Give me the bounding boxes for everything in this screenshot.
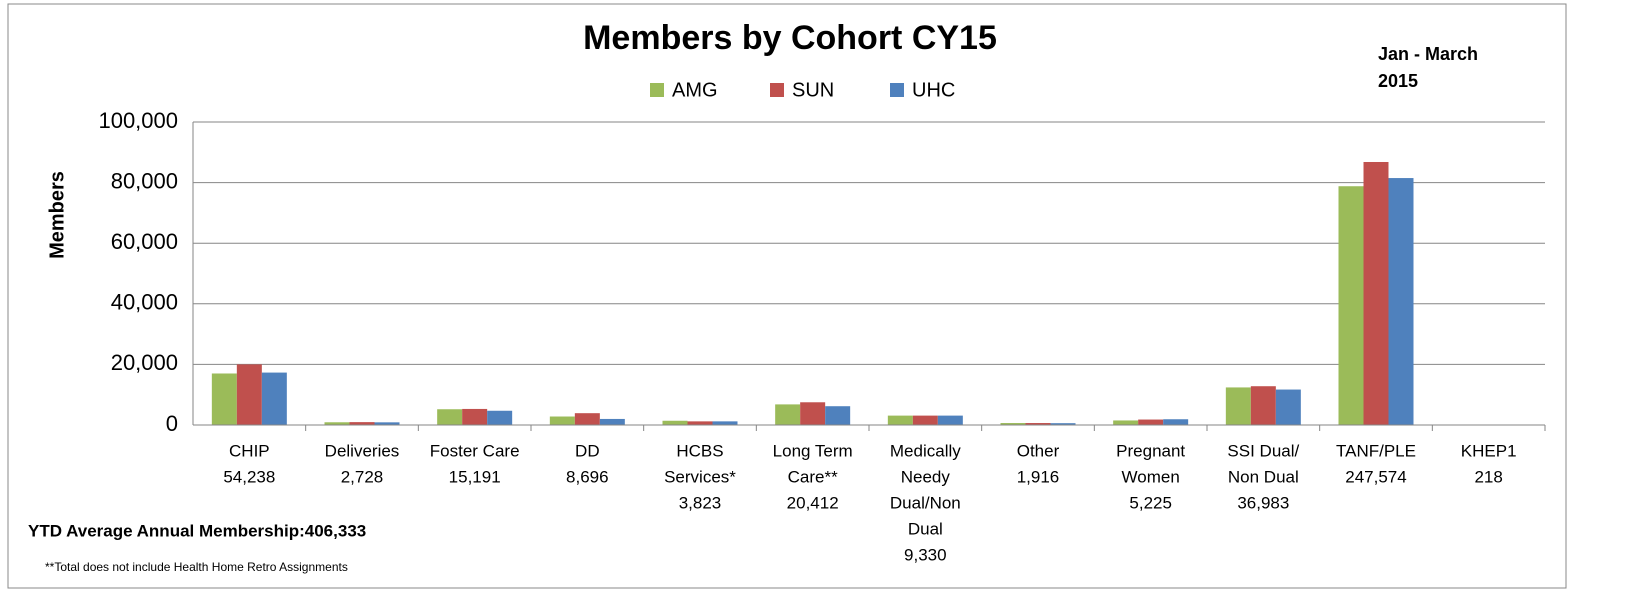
bar (574, 413, 600, 425)
x-tick-label: Dual/Non (890, 493, 961, 512)
x-tick-label: 5,225 (1129, 493, 1172, 512)
x-tick-label: Foster Care (430, 441, 520, 460)
subtitle: 2015 (1378, 71, 1418, 91)
x-tick-label: 20,412 (787, 493, 839, 512)
y-tick-label: 40,000 (111, 290, 178, 315)
x-tick-label: Pregnant (1116, 441, 1185, 460)
bar (236, 364, 262, 425)
x-tick-label: Deliveries (325, 441, 400, 460)
bar (800, 402, 826, 425)
legend-label: AMG (672, 79, 718, 101)
legend-swatch (650, 83, 664, 97)
bar (261, 372, 287, 425)
bar (687, 421, 713, 425)
annotation: YTD Average Annual Membership:406,333 (28, 521, 366, 540)
x-tick-label: Women (1122, 467, 1180, 486)
y-axis-label: Members (46, 171, 68, 259)
bar (324, 422, 350, 425)
x-tick-label: Care** (788, 467, 838, 486)
bar (662, 420, 688, 425)
bar (1050, 423, 1076, 425)
x-tick-label: 2,728 (341, 467, 384, 486)
bar (1250, 386, 1276, 425)
y-tick-label: 20,000 (111, 350, 178, 375)
bar (1163, 419, 1189, 425)
x-tick-label: 247,574 (1345, 467, 1406, 486)
x-tick-label: 36,983 (1237, 493, 1289, 512)
x-tick-label: 9,330 (904, 545, 947, 564)
bar (211, 373, 237, 425)
bar (912, 415, 938, 425)
bar (462, 408, 488, 425)
bar (937, 415, 963, 425)
x-tick-label: SSI Dual/ (1227, 441, 1299, 460)
x-tick-label: DD (575, 441, 600, 460)
bar (549, 416, 575, 425)
y-tick-label: 60,000 (111, 229, 178, 254)
bar (599, 418, 625, 425)
x-tick-label: Medically (890, 441, 961, 460)
bar (712, 421, 738, 425)
x-tick-label: KHEP1 (1461, 441, 1517, 460)
bar (437, 409, 463, 425)
y-tick-label: 100,000 (98, 108, 178, 133)
x-tick-label: Needy (901, 467, 951, 486)
x-tick-label: 8,696 (566, 467, 609, 486)
x-tick-label: TANF/PLE (1336, 441, 1416, 460)
chart-title: Members by Cohort CY15 (583, 19, 997, 57)
bar (775, 404, 801, 425)
bar (1363, 161, 1389, 425)
bar (1000, 423, 1026, 425)
x-tick-label: HCBS (676, 441, 723, 460)
bar (349, 422, 375, 425)
bar (374, 422, 400, 425)
bar (1138, 419, 1164, 425)
bar (1025, 423, 1051, 425)
bar (1225, 387, 1251, 425)
x-tick-label: Other (1017, 441, 1060, 460)
legend-label: UHC (912, 79, 955, 101)
x-tick-label: 3,823 (679, 493, 722, 512)
y-tick-label: 0 (166, 411, 178, 436)
bar (1275, 389, 1301, 425)
x-tick-label: Services* (664, 467, 736, 486)
x-tick-label: 1,916 (1017, 467, 1060, 486)
x-tick-label: 54,238 (223, 467, 275, 486)
subtitle: Jan - March (1378, 44, 1478, 64)
bar (1388, 178, 1414, 425)
legend-swatch (770, 83, 784, 97)
x-tick-label: 218 (1474, 467, 1502, 486)
chart-border (7, 3, 1567, 589)
bar (825, 406, 851, 425)
legend-label: SUN (792, 79, 834, 101)
bar (1113, 420, 1139, 425)
x-tick-label: 15,191 (449, 467, 501, 486)
x-tick-label: Non Dual (1228, 467, 1299, 486)
annotation: **Total does not include Health Home Ret… (45, 560, 348, 574)
bar (887, 415, 913, 425)
x-tick-label: CHIP (229, 441, 270, 460)
y-tick-label: 80,000 (111, 168, 178, 193)
x-tick-label: Dual (908, 519, 943, 538)
x-tick-label: Long Term (773, 441, 853, 460)
bar (487, 410, 513, 425)
legend-swatch (890, 83, 904, 97)
bar (1338, 186, 1364, 425)
